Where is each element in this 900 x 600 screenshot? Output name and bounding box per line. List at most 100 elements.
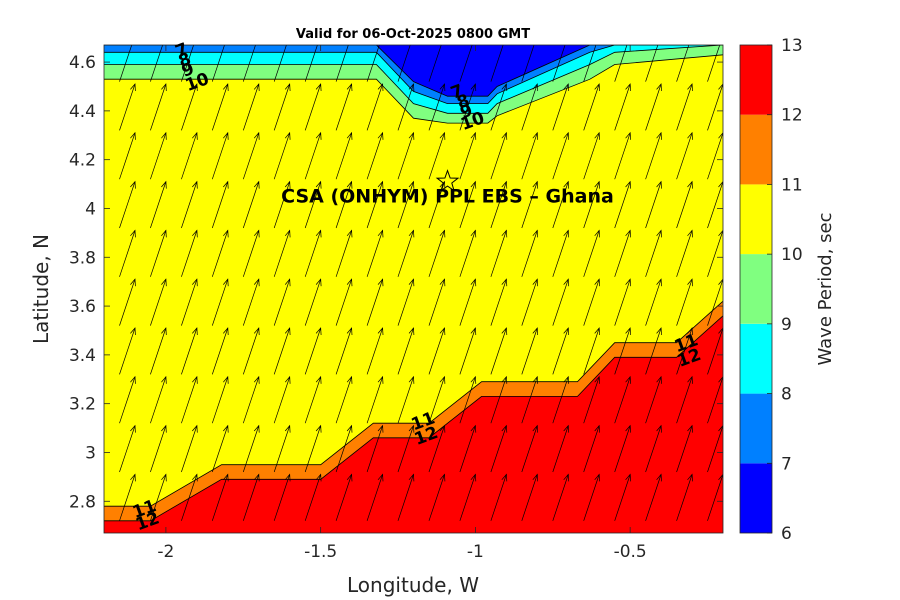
wave-vector <box>150 278 167 326</box>
wave-vector <box>273 229 291 277</box>
y-tick-label: 3.6 <box>69 297 96 317</box>
wave-vector <box>366 83 384 131</box>
wave-vector <box>181 180 198 229</box>
colorbar-swatch <box>740 254 772 324</box>
wave-vector <box>150 180 167 229</box>
wave-vector <box>645 180 662 229</box>
colorbar-swatch <box>740 45 772 115</box>
colorbar-frame <box>739 44 773 534</box>
wave-vector <box>304 83 322 131</box>
wave-vector <box>521 327 539 375</box>
wave-vector <box>150 83 167 131</box>
wave-vector <box>211 278 229 326</box>
y-axis-label: Latitude, N <box>29 234 53 344</box>
wave-vector <box>181 473 198 521</box>
wave-vector <box>521 229 539 277</box>
wave-vector <box>335 45 349 82</box>
wave-vector <box>304 45 318 82</box>
x-tick-label: -2 <box>157 542 174 562</box>
wave-vector <box>490 229 508 277</box>
wave-vector <box>676 45 690 82</box>
wave-vector <box>119 180 136 229</box>
contour-lines <box>104 45 723 522</box>
wave-vector <box>676 229 693 277</box>
site-label: CSA (ONHYM) PPL EBS – Ghana <box>281 186 614 208</box>
wave-vector <box>583 424 600 473</box>
colorbar-tick-label: 10 <box>781 245 803 265</box>
site-star-marker <box>435 169 460 192</box>
wave-vector <box>242 131 260 180</box>
colorbar-tick-label: 6 <box>781 524 792 544</box>
wave-vector <box>397 424 415 473</box>
wave-vector <box>366 473 384 521</box>
wave-vector <box>242 229 260 277</box>
colorbar-swatch <box>740 184 772 255</box>
wave-vector <box>428 45 442 82</box>
wave-vector <box>211 131 229 180</box>
wave-vector <box>552 278 570 326</box>
wave-vector <box>676 375 693 424</box>
wave-vector <box>366 229 384 277</box>
wave-vector <box>273 473 291 521</box>
wave-vector <box>181 45 194 82</box>
wave-vector <box>335 229 353 277</box>
chart-title: Valid for 06-Oct-2025 0800 GMT <box>296 27 530 42</box>
wave-vector <box>428 83 446 131</box>
wave-vector <box>242 375 260 424</box>
wave-vector <box>242 83 260 131</box>
wave-vector <box>428 375 446 424</box>
wave-vector <box>521 278 539 326</box>
wave-vector <box>552 45 566 82</box>
wave-vector <box>614 180 631 229</box>
wave-vector <box>459 473 477 521</box>
wave-vector <box>211 229 229 277</box>
wave-vector <box>211 83 229 131</box>
wave-vector <box>645 229 662 277</box>
wave-vector <box>490 424 508 473</box>
y-tick-label: 2.8 <box>69 492 96 512</box>
wave-vector <box>583 180 600 229</box>
wave-vector <box>614 375 631 424</box>
wave-vector <box>150 45 163 82</box>
wave-vector <box>366 424 384 473</box>
wave-vector <box>428 327 446 375</box>
wave-vector <box>614 45 628 82</box>
colorbar-swatch <box>740 323 772 394</box>
wave-vector <box>304 327 322 375</box>
wave-vector <box>428 473 446 521</box>
wave-vector <box>614 131 631 180</box>
site-annotation: CSA (ONHYM) PPL EBS – Ghana <box>281 169 614 208</box>
wave-vector <box>521 375 539 424</box>
wave-vector <box>645 45 659 82</box>
wave-vector <box>459 229 477 277</box>
wave-vector <box>181 83 198 131</box>
x-tick-label: -1.5 <box>304 542 337 562</box>
wave-vector <box>273 83 291 131</box>
colorbar-tick-label: 9 <box>781 315 792 335</box>
wave-vector <box>181 131 198 180</box>
wave-vector <box>521 45 535 82</box>
wave-vector <box>366 45 380 82</box>
wave-vector <box>707 83 723 131</box>
y-tick-label: 3.8 <box>69 248 96 268</box>
wave-vector <box>459 375 477 424</box>
wave-vector <box>366 180 384 229</box>
x-tick-label: -0.5 <box>614 542 647 562</box>
wave-vector <box>490 278 508 326</box>
wave-vector <box>366 278 384 326</box>
wave-vector <box>645 424 662 473</box>
wave-vector <box>552 229 570 277</box>
wave-vector <box>552 327 570 375</box>
wave-vector <box>676 278 693 326</box>
wave-vector <box>614 327 631 375</box>
wave-vector <box>490 180 508 229</box>
wave-vector <box>211 424 229 473</box>
wave-vector <box>552 131 570 180</box>
y-tick-label: 3 <box>85 443 96 463</box>
colorbar-label: Wave Period, sec <box>815 212 836 365</box>
wave-vector <box>150 375 167 424</box>
wave-vector <box>707 132 723 180</box>
wave-vector <box>119 278 136 326</box>
wave-vector <box>335 375 353 424</box>
wave-vector <box>397 45 411 82</box>
